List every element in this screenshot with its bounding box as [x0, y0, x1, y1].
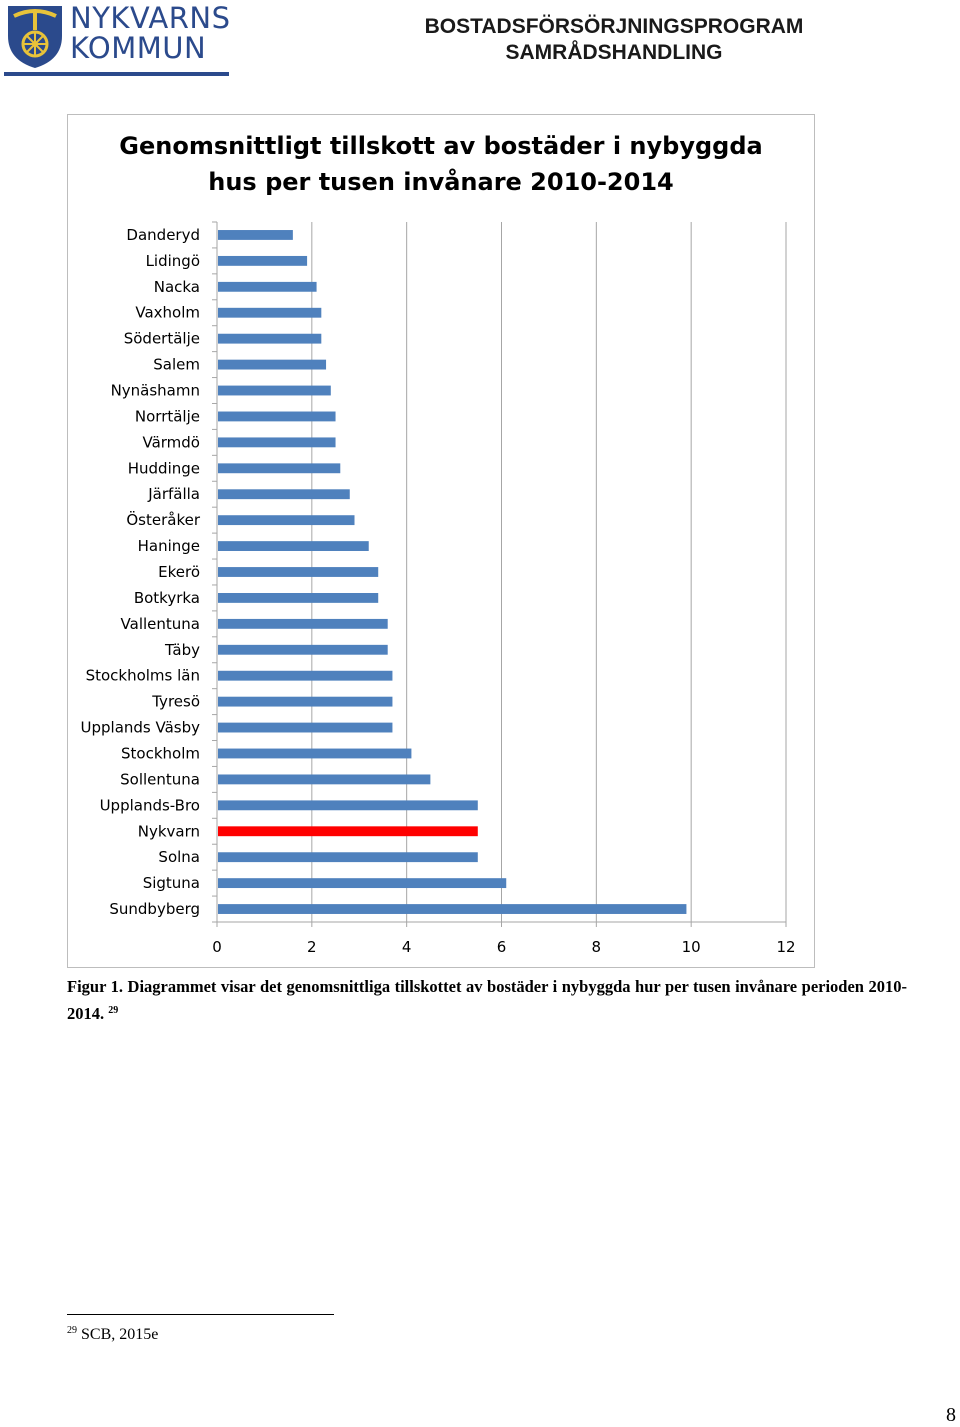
category-label: Haninge — [138, 537, 200, 555]
bar — [218, 411, 336, 422]
x-tick-label: 12 — [776, 938, 795, 956]
category-label: Lidingö — [146, 252, 200, 270]
figure-caption: Figur 1. Diagrammet visar det genomsnitt… — [67, 975, 907, 1026]
category-label: Järfälla — [147, 485, 200, 503]
bar — [218, 696, 393, 707]
bar — [218, 385, 331, 396]
bar — [218, 722, 393, 733]
bar — [218, 800, 478, 811]
municipality-logo: NYKVARNS KOMMUN — [4, 2, 234, 78]
bar — [218, 515, 355, 526]
category-label: Nykvarn — [138, 822, 200, 840]
bar — [218, 567, 379, 577]
bar — [218, 359, 327, 370]
footnote: 29 SCB, 2015e — [67, 1325, 158, 1344]
category-label: Stockholms län — [86, 667, 200, 685]
x-tick-label: 4 — [402, 938, 412, 956]
bar — [218, 878, 507, 889]
chart-title: Genomsnittligt tillskott av bostäder i n… — [67, 128, 815, 200]
bar — [218, 307, 322, 318]
footnote-number: 29 — [67, 1325, 77, 1336]
page-number: 8 — [946, 1404, 956, 1426]
bar — [218, 826, 478, 837]
category-label: Täby — [164, 641, 200, 659]
bar — [218, 618, 388, 629]
category-label: Upplands Väsby — [81, 719, 201, 737]
x-tick-label: 0 — [212, 938, 222, 956]
bar — [218, 255, 308, 266]
coat-of-arms-icon — [8, 6, 62, 68]
category-label: Stockholm — [121, 744, 200, 762]
bar — [218, 333, 322, 344]
category-label: Värmdö — [142, 433, 200, 451]
bar — [218, 230, 293, 240]
document-title: BOSTADSFÖRSÖRJNINGSPROGRAM SAMRÅDSHANDLI… — [412, 14, 816, 66]
chart-frame — [67, 114, 815, 968]
logo-text-line1: NYKVARNS — [70, 1, 231, 35]
category-label: Norrtälje — [135, 407, 200, 425]
x-tick-label: 6 — [497, 938, 507, 956]
category-label: Botkyrka — [134, 589, 200, 607]
bar — [218, 489, 350, 500]
bar — [218, 281, 317, 292]
bar — [218, 463, 341, 474]
caption-text: Figur 1. Diagrammet visar det genomsnitt… — [67, 977, 907, 1023]
chart-title-line1: Genomsnittligt tillskott av bostäder i n… — [119, 132, 763, 160]
footnote-divider — [67, 1314, 334, 1315]
category-label: Upplands-Bro — [100, 796, 200, 814]
category-label: Ekerö — [158, 563, 200, 581]
category-label: Salem — [153, 356, 200, 374]
footnote-text: SCB, 2015e — [81, 1326, 159, 1343]
caption-footnote-ref: 29 — [108, 1005, 119, 1016]
bar-chart: 0 2 4 6 8 10 12 Danderyd Lidingö Nacka Vaxholm Söde… — [81, 221, 796, 956]
category-label: Tyresö — [151, 693, 200, 711]
category-label: Vallentuna — [121, 615, 200, 633]
category-label: Solna — [158, 848, 200, 866]
logo-underline — [4, 72, 229, 76]
bar — [218, 593, 379, 603]
bar — [218, 852, 478, 863]
category-label: Sigtuna — [143, 874, 200, 892]
category-label: Sundbyberg — [109, 900, 200, 918]
x-tick-label: 10 — [682, 938, 701, 956]
bar — [218, 670, 393, 681]
bar — [218, 748, 412, 759]
chart-title-line2: hus per tusen invånare 2010-2014 — [208, 168, 674, 196]
category-label: Danderyd — [126, 226, 200, 244]
document-title-line2: SAMRÅDSHANDLING — [505, 41, 723, 64]
document-title-line1: BOSTADSFÖRSÖRJNINGSPROGRAM — [424, 15, 804, 38]
category-label: Nacka — [154, 278, 200, 296]
bar — [218, 541, 369, 551]
bar — [218, 644, 388, 655]
category-label: Österåker — [126, 510, 200, 529]
x-tick-label: 2 — [307, 938, 317, 956]
bar — [218, 904, 687, 914]
category-label: Huddinge — [128, 459, 200, 477]
bar — [218, 774, 431, 785]
x-tick-label: 8 — [592, 938, 602, 956]
category-label: Vaxholm — [135, 304, 200, 322]
bar — [218, 437, 336, 448]
category-label: Södertälje — [124, 330, 200, 348]
category-label: Nynäshamn — [111, 382, 200, 400]
logo-text-line2: KOMMUN — [70, 31, 207, 65]
category-label: Sollentuna — [120, 770, 200, 788]
